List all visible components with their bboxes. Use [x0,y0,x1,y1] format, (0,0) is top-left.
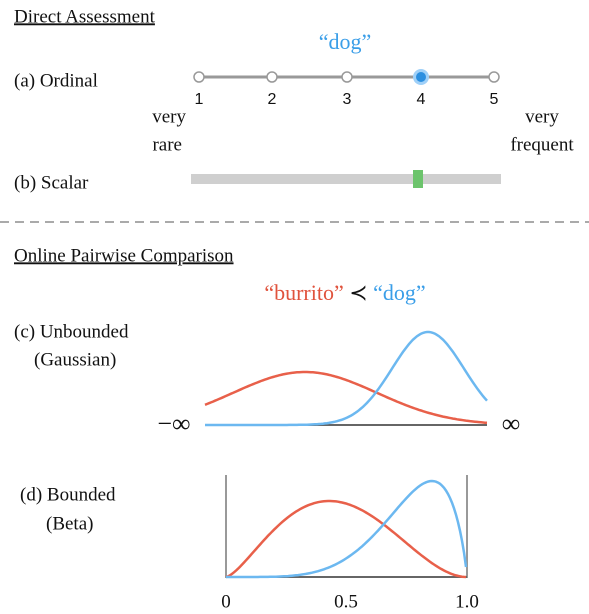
scalar-handle [413,170,423,188]
ordinal-point [266,71,278,83]
ordinal-point [341,71,353,83]
ordinal-point [488,71,500,83]
scalar-label: (b) Scalar [14,172,89,193]
ordinal-label: (a) Ordinal [14,70,98,91]
ordinal-point [193,71,205,83]
bounded-label: (d) Bounded [20,484,116,505]
ordinal-tick: 2 [268,91,277,108]
left-end: very [152,106,186,127]
comparison: “burrito” ≺ “dog” [264,280,425,305]
unbounded-label: (Gaussian) [34,349,116,370]
infinity: ∞ [502,409,521,438]
ordinal-tick: 4 [417,91,426,108]
selected-point [416,72,426,82]
ordinal-tick: 1 [195,91,204,108]
tick-label: 0.5 [334,591,358,612]
ordinal-points: 1 2 3 4 5 [193,69,500,108]
tick-label: 1.0 [455,591,479,612]
word: “dog” [319,29,372,54]
scalar-bar [191,174,501,184]
right-end: very [525,106,559,127]
tick-label: 0 [221,591,231,612]
section-title: Online Pairwise Comparison [14,245,234,266]
beta-curve [225,499,467,579]
section-title: Direct Assessment [14,6,156,27]
ordinal-tick: 3 [343,91,352,108]
left-end: rare [152,134,182,155]
ordinal-tick: 5 [490,91,499,108]
bounded-label: (Beta) [46,513,93,534]
beta-curve [226,479,468,579]
unbounded-label: (c) Unbounded [14,321,129,342]
right-end: frequent [510,134,574,155]
gaussian-curve [205,330,488,427]
gaussian-curve [204,370,488,425]
neg-infinity: −∞ [157,409,190,438]
